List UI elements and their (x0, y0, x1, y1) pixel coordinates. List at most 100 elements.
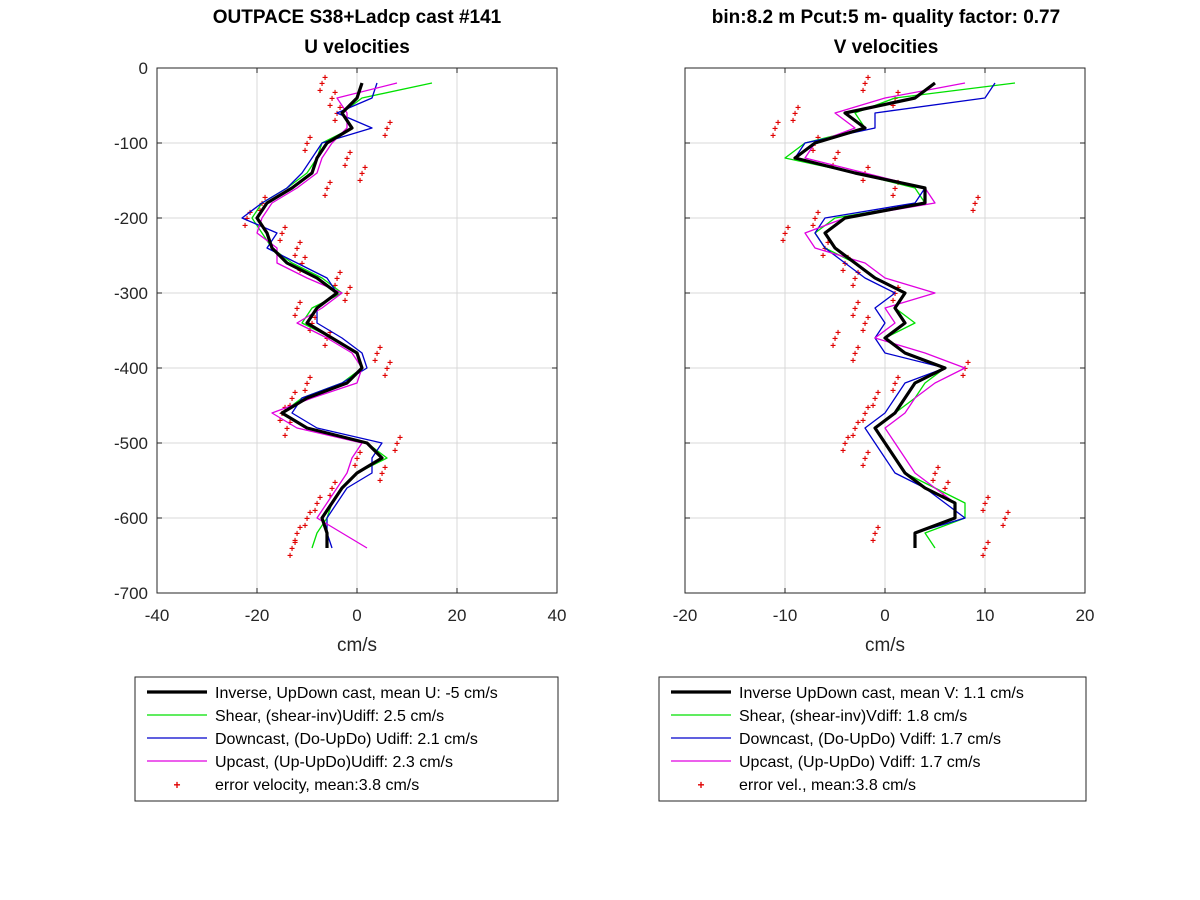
u-error-point: + (304, 139, 310, 150)
u-ytick-label: -500 (114, 434, 148, 453)
v-error-point: + (975, 193, 981, 204)
v-title: bin:8.2 m Pcut:5 m- quality factor: 0.77 (712, 7, 1060, 28)
u-error-point: + (277, 416, 283, 427)
u-error-point: + (307, 133, 313, 144)
u-ytick-label: -400 (114, 359, 148, 378)
u-error-point: + (362, 163, 368, 174)
v-error-point: + (872, 394, 878, 405)
u-error-point: + (359, 169, 365, 180)
v-legend: Inverse UpDown cast, mean V: 1.1 cm/s She… (658, 676, 1087, 802)
v-error-point: + (932, 469, 938, 480)
u-legend-inverse-label: Inverse, UpDown cast, mean U: -5 cm/s (215, 685, 498, 702)
u-error-point: + (382, 463, 388, 474)
u-error-point: + (374, 349, 380, 360)
u-error-point: + (327, 178, 333, 189)
v-error-point: + (930, 476, 936, 487)
u-error-point: + (282, 431, 288, 442)
v-xtick-label: 10 (976, 606, 995, 625)
u-legend-box (134, 676, 559, 802)
u-legend-items: Inverse, UpDown cast, mean U: -5 cm/s She… (147, 685, 498, 794)
v-error-point: + (872, 529, 878, 540)
v-error-point: + (860, 416, 866, 427)
u-error-point: + (382, 131, 388, 142)
u-error-point: + (294, 244, 300, 255)
u-error-point: + (377, 476, 383, 487)
v-legend-error-label: error vel., mean:3.8 cm/s (739, 777, 916, 794)
v-error-point: + (795, 103, 801, 114)
u-error-point: + (282, 223, 288, 234)
v-error-point: + (780, 236, 786, 247)
u-error-point: + (384, 364, 390, 375)
v-error-point: + (960, 371, 966, 382)
u-ytick-label: -200 (114, 209, 148, 228)
v-error-point: + (875, 388, 881, 399)
u-xtick-label: -40 (145, 606, 170, 625)
v-error-point: + (972, 199, 978, 210)
u-error-point: + (302, 146, 308, 157)
v-error-point: + (855, 298, 861, 309)
v-error-point: + (850, 431, 856, 442)
u-error-point: + (297, 238, 303, 249)
u-error-point: + (294, 529, 300, 540)
v-error-point: + (865, 403, 871, 414)
u-legend-shear-label: Shear, (shear-inv)Udiff: 2.5 cm/s (215, 708, 444, 725)
u-legend-downcast-label: Downcast, (Do-UpDo) Udiff: 2.1 cm/s (215, 731, 478, 748)
u-legend-error-label: error velocity, mean:3.8 cm/s (215, 777, 419, 794)
v-error-point: + (982, 499, 988, 510)
v-error-point: + (865, 448, 871, 459)
u-panel: OUTPACE S38+Ladcp cast #141 U velocities… (114, 7, 566, 656)
u-xtick-labels: -40 -20 0 20 40 (145, 606, 567, 625)
v-xtick-label: -10 (773, 606, 798, 625)
v-series-group: ++++++++++++++++++++++++++++++++++++++++… (770, 73, 1016, 562)
u-error-point: + (247, 208, 253, 219)
u-error-point: + (384, 124, 390, 135)
v-error-point: + (962, 364, 968, 375)
v-error-point: + (860, 461, 866, 472)
u-xtick-label: 0 (352, 606, 361, 625)
u-error-point: + (319, 79, 325, 90)
u-error-point: + (297, 266, 303, 277)
u-error-point: + (392, 446, 398, 457)
v-legend-items: Inverse UpDown cast, mean V: 1.1 cm/s She… (671, 685, 1024, 794)
u-error-point: + (322, 341, 328, 352)
v-error-point: + (865, 73, 871, 84)
u-error-point: + (302, 521, 308, 532)
v-error-point: + (792, 109, 798, 120)
u-error-point: + (314, 499, 320, 510)
u-xtick-label: 40 (548, 606, 567, 625)
v-error-point: + (970, 206, 976, 217)
v-upcast-line (804, 82, 966, 548)
u-error-point: + (379, 469, 385, 480)
v-xtick-label: 0 (880, 606, 889, 625)
u-error-point: + (352, 461, 358, 472)
v-error-point: + (890, 386, 896, 397)
v-error-point: + (985, 493, 991, 504)
u-inverse-line (255, 82, 384, 548)
u-error-point: + (297, 298, 303, 309)
u-error-point: + (372, 356, 378, 367)
v-error-point: + (850, 311, 856, 322)
u-error-point: + (242, 221, 248, 232)
v-error-point: + (1000, 521, 1006, 532)
v-error-point: + (835, 148, 841, 159)
u-error-point: + (387, 358, 393, 369)
v-error-point: + (820, 251, 826, 262)
u-downcast-line (241, 82, 383, 549)
u-error-point: + (382, 371, 388, 382)
v-error-point: + (830, 341, 836, 352)
u-error-point: + (357, 448, 363, 459)
v-error-point: + (860, 326, 866, 337)
u-error-point: + (307, 508, 313, 519)
u-error-point: + (284, 424, 290, 435)
v-error-point: + (1002, 514, 1008, 525)
v-error-point: + (835, 328, 841, 339)
u-grid (156, 67, 558, 594)
v-xlabel: cm/s (865, 635, 905, 656)
v-panel: bin:8.2 m Pcut:5 m- quality factor: 0.77… (673, 7, 1095, 656)
u-error-point: + (394, 439, 400, 450)
v-error-point: + (790, 116, 796, 127)
u-legend-error-marker: + (173, 778, 180, 792)
v-legend-inverse-label: Inverse UpDown cast, mean V: 1.1 cm/s (739, 685, 1024, 702)
v-subtitle: V velocities (834, 37, 939, 58)
v-error-point: + (845, 433, 851, 444)
